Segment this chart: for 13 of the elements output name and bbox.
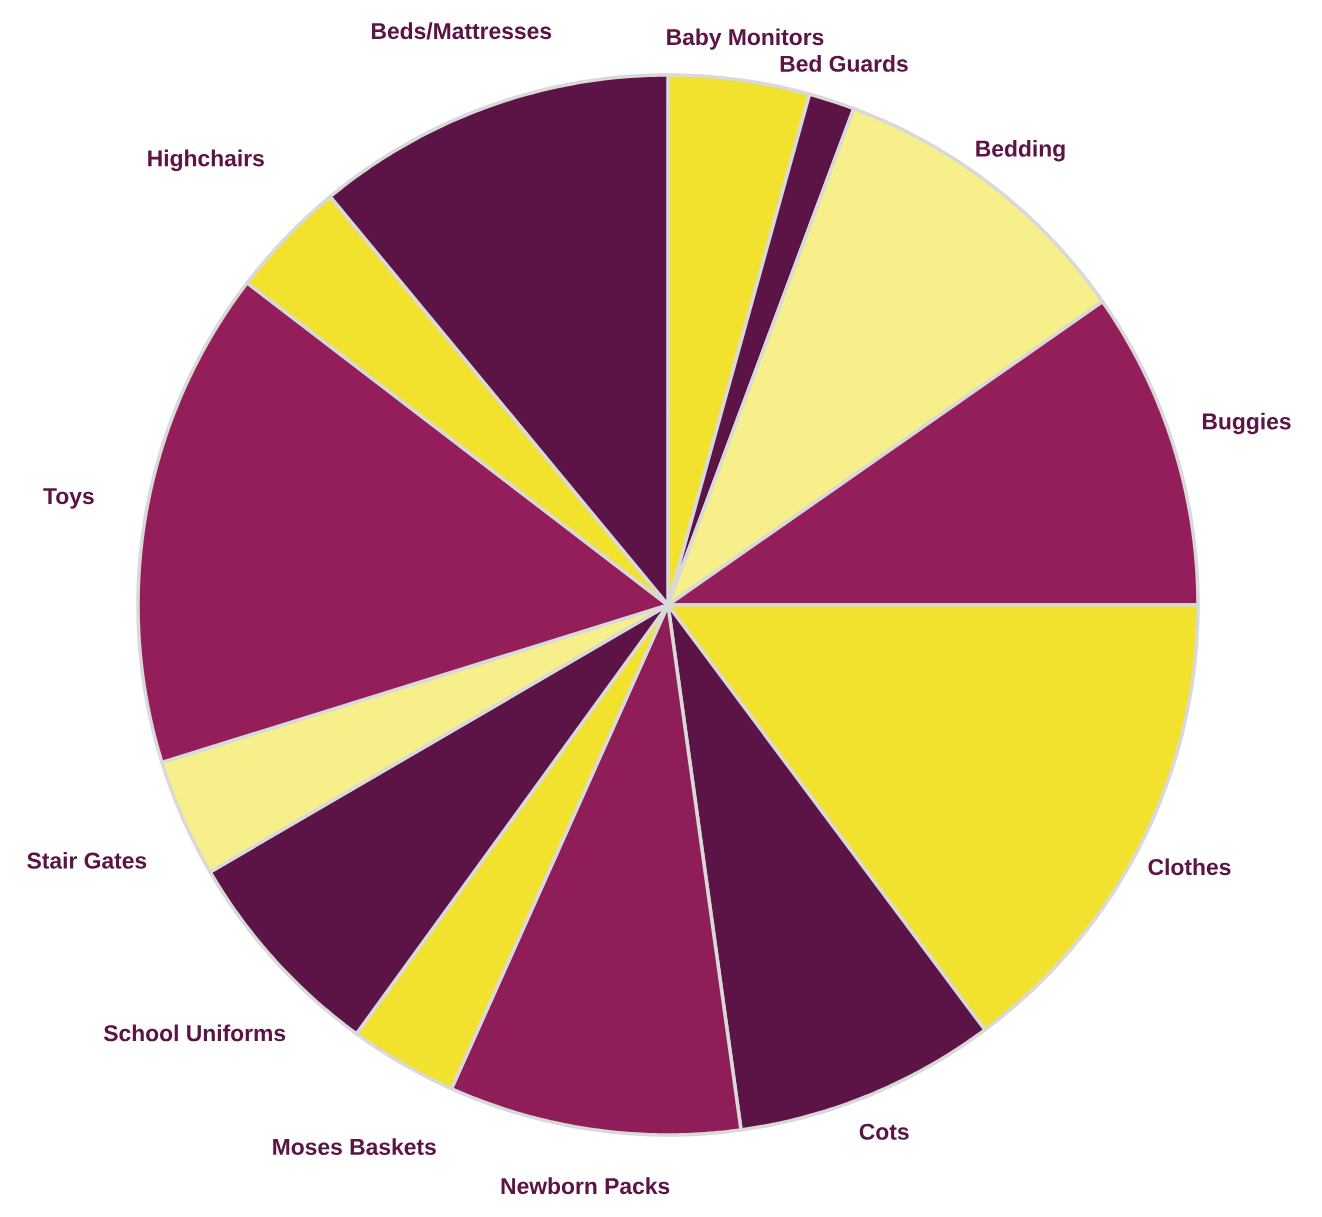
slice-label: Newborn Packs bbox=[501, 1177, 670, 1195]
slice-label: Clothes bbox=[1148, 858, 1231, 876]
slice-label: Bed Guards bbox=[780, 55, 908, 72]
slice-label: Highchairs bbox=[148, 149, 264, 172]
slice-label: Cots bbox=[859, 1123, 909, 1140]
slice-label: Moses Baskets bbox=[273, 1138, 436, 1156]
slice-label: Bedding bbox=[976, 139, 1065, 162]
slice-label: Buggies bbox=[1202, 412, 1291, 435]
slice-label: Beds/Mattresses bbox=[371, 22, 552, 40]
slice-label: Toys bbox=[43, 488, 94, 509]
slice-label: Baby Monitors bbox=[667, 28, 824, 50]
slice-label: Stair Gates bbox=[27, 851, 147, 869]
slice-label: School Uniforms bbox=[103, 1024, 286, 1042]
